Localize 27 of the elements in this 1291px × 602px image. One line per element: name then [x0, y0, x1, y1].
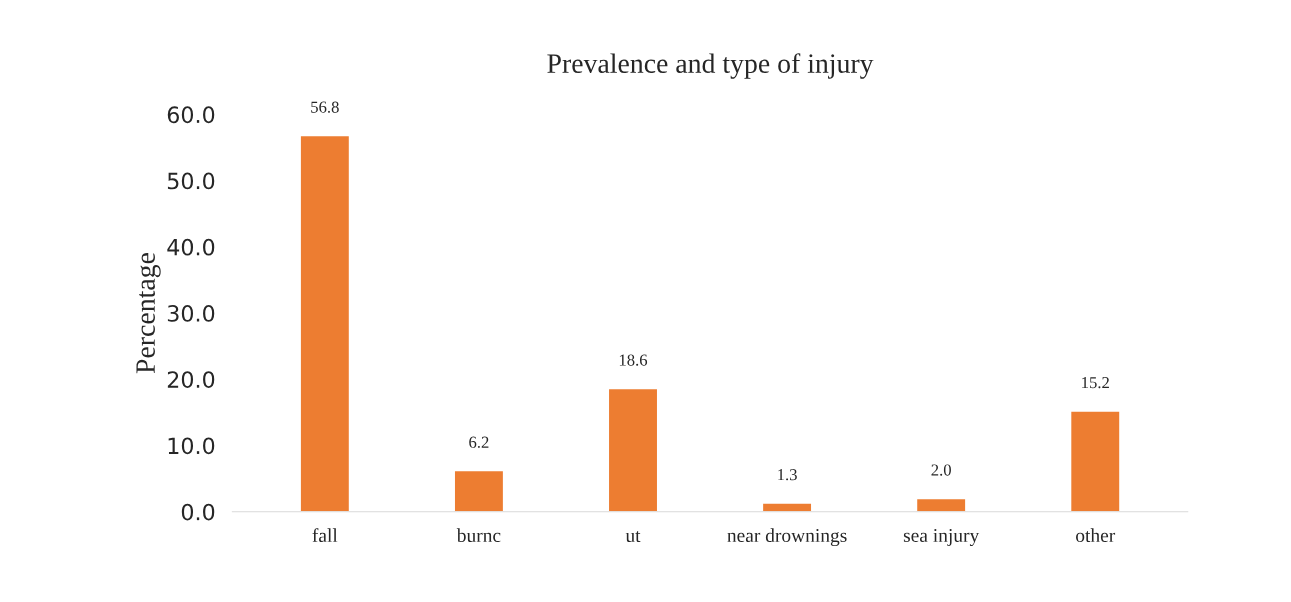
- x-tick-label: burnc: [456, 528, 501, 543]
- y-tick-label: 50.0: [167, 172, 215, 190]
- data-label: 2.0: [931, 464, 951, 476]
- y-tick-label: 20.0: [167, 371, 215, 389]
- bar: [915, 497, 967, 512]
- x-tick-label: near drownings: [727, 528, 847, 547]
- bar: [453, 469, 505, 512]
- bar: [607, 387, 659, 512]
- x-tick-label: fall: [312, 528, 338, 543]
- bar: [1069, 410, 1121, 512]
- y-tick-label: 30.0: [167, 304, 215, 322]
- bar: [299, 134, 351, 512]
- y-axis-title: Percentage: [136, 253, 161, 374]
- bar: [761, 502, 813, 512]
- data-label: 15.2: [1082, 377, 1109, 389]
- data-label: 6.2: [469, 436, 489, 448]
- y-tick-label: 40.0: [167, 238, 215, 256]
- y-tick-label: 0.0: [181, 503, 215, 521]
- x-tick-label: other: [1076, 528, 1116, 543]
- x-tick-label: sea injury: [903, 528, 980, 546]
- x-tick-label: ut: [625, 530, 641, 543]
- y-tick-label: 10.0: [168, 437, 215, 455]
- y-tick-label: 60.0: [167, 106, 215, 124]
- data-label: 56.8: [311, 101, 339, 113]
- chart-title: Prevalence and type of injury: [547, 53, 874, 79]
- data-label: 1.3: [778, 469, 797, 481]
- data-label: 18.6: [619, 354, 648, 366]
